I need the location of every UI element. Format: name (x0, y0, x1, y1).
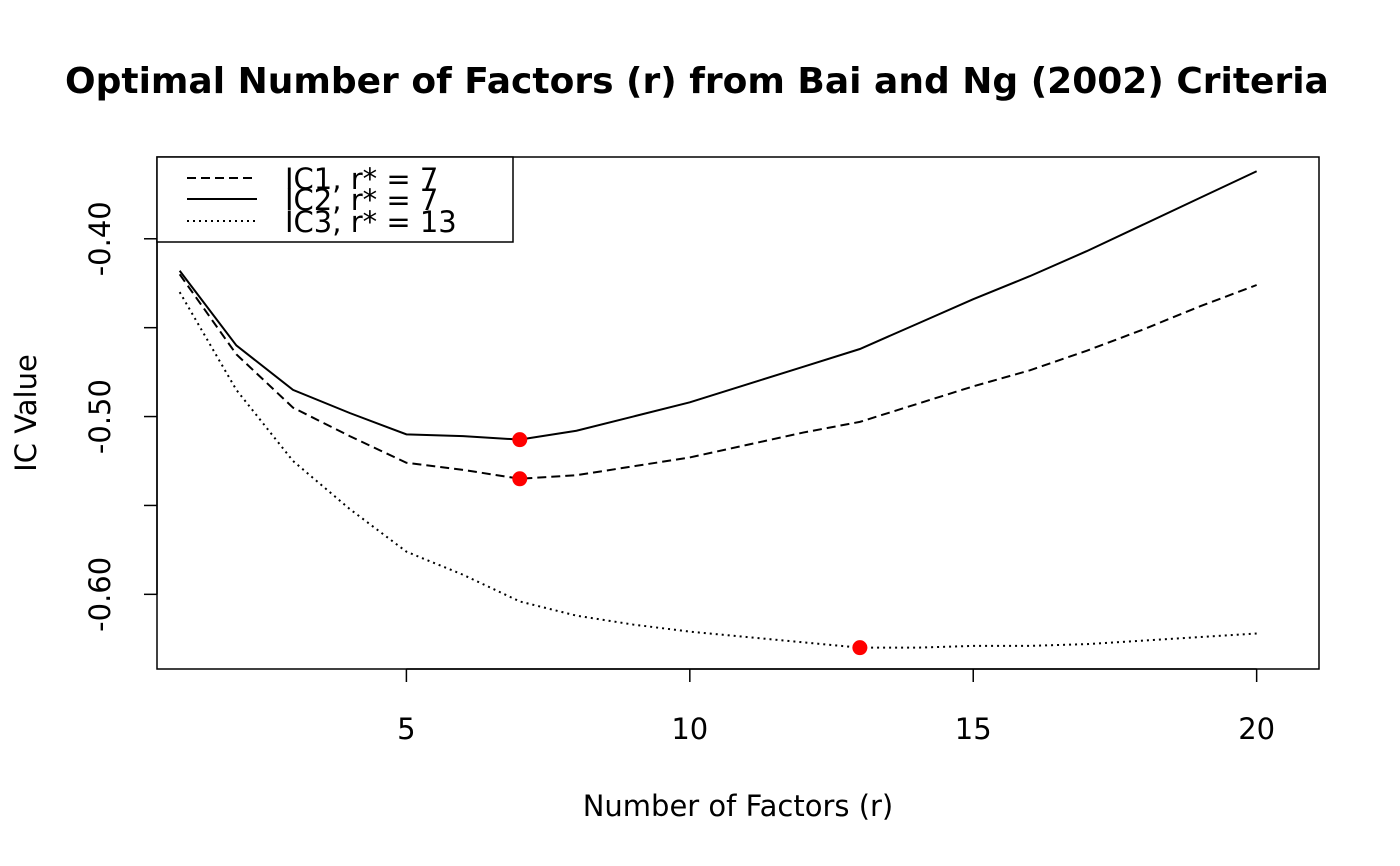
plot-frame (156, 156, 1320, 670)
x-tick-label: 5 (397, 712, 415, 746)
y-axis-title: IC Value (9, 354, 43, 472)
series-line-3 (178, 291, 1257, 649)
legend-box (156, 156, 514, 243)
y-tick-label: -0.40 (83, 201, 117, 276)
legend-label: IC2, r* = 7 (285, 183, 438, 217)
y-tick-label: -0.50 (83, 379, 117, 454)
y-tick-label: -0.60 (83, 557, 117, 632)
y-axis: -0.40 -0.50 -0.60 (83, 201, 158, 632)
series-line-2 (178, 170, 1258, 441)
series-line-1 (178, 273, 1258, 480)
optimum-marker-1 (512, 471, 528, 487)
x-tick-label: 15 (955, 712, 992, 746)
x-axis: 5 10 15 20 (397, 668, 1275, 746)
x-tick-label: 10 (671, 712, 708, 746)
x-axis-title: Number of Factors (r) (583, 789, 894, 823)
legend-label: IC3, r* = 13 (285, 205, 457, 239)
optimum-marker-3 (852, 640, 868, 656)
series-layer (178, 170, 1258, 649)
x-tick-label: 20 (1238, 712, 1275, 746)
optimum-marker-2 (512, 432, 528, 448)
optimum-markers (512, 432, 868, 656)
legend-label: IC1, r* = 7 (285, 162, 438, 196)
chart-title: Optimal Number of Factors (r) from Bai a… (65, 61, 1329, 102)
